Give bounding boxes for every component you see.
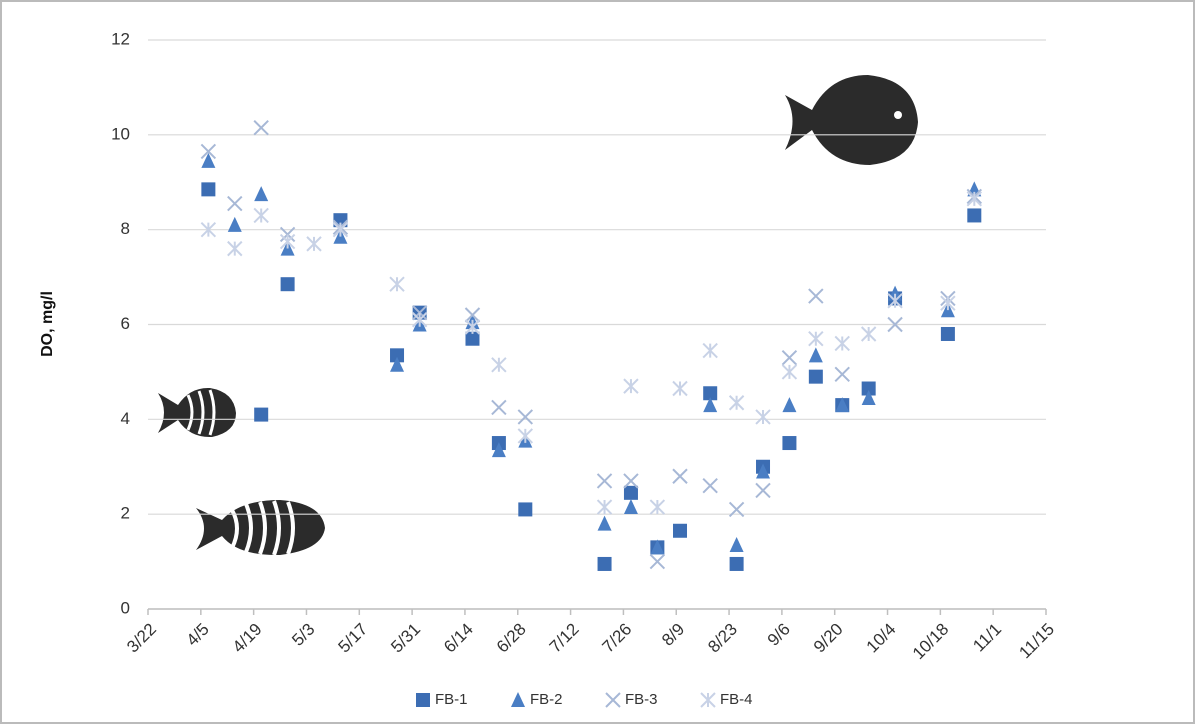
y-tick-label: 6 — [121, 314, 130, 333]
chart: DO, mg/l 0246810123/224/54/195/35/175/31… — [0, 0, 1196, 725]
fish-eye — [894, 111, 902, 119]
point — [518, 502, 532, 516]
legend-marker — [416, 693, 430, 707]
point — [782, 436, 796, 450]
point — [809, 370, 823, 384]
legend-label: FB-4 — [720, 691, 753, 708]
chart-border — [1, 1, 1194, 723]
point — [201, 182, 215, 196]
point — [730, 557, 744, 571]
point — [967, 208, 981, 222]
legend-label: FB-1 — [435, 691, 468, 708]
legend-item: FB-1 — [416, 691, 468, 708]
legend-label: FB-3 — [625, 691, 658, 708]
point — [941, 327, 955, 341]
point — [281, 277, 295, 291]
point — [673, 524, 687, 538]
y-tick-label: 0 — [121, 598, 130, 617]
y-axis-label: DO, mg/l — [39, 291, 56, 357]
y-tick-label: 8 — [121, 219, 130, 238]
point — [624, 486, 638, 500]
y-tick-label: 2 — [121, 504, 130, 523]
point — [598, 557, 612, 571]
y-tick-label: 12 — [111, 29, 130, 48]
point — [254, 408, 268, 422]
y-tick-label: 4 — [121, 409, 130, 428]
legend-item: FB-4 — [701, 691, 753, 708]
legend-label: FB-2 — [530, 691, 563, 708]
y-tick-label: 10 — [111, 124, 130, 143]
